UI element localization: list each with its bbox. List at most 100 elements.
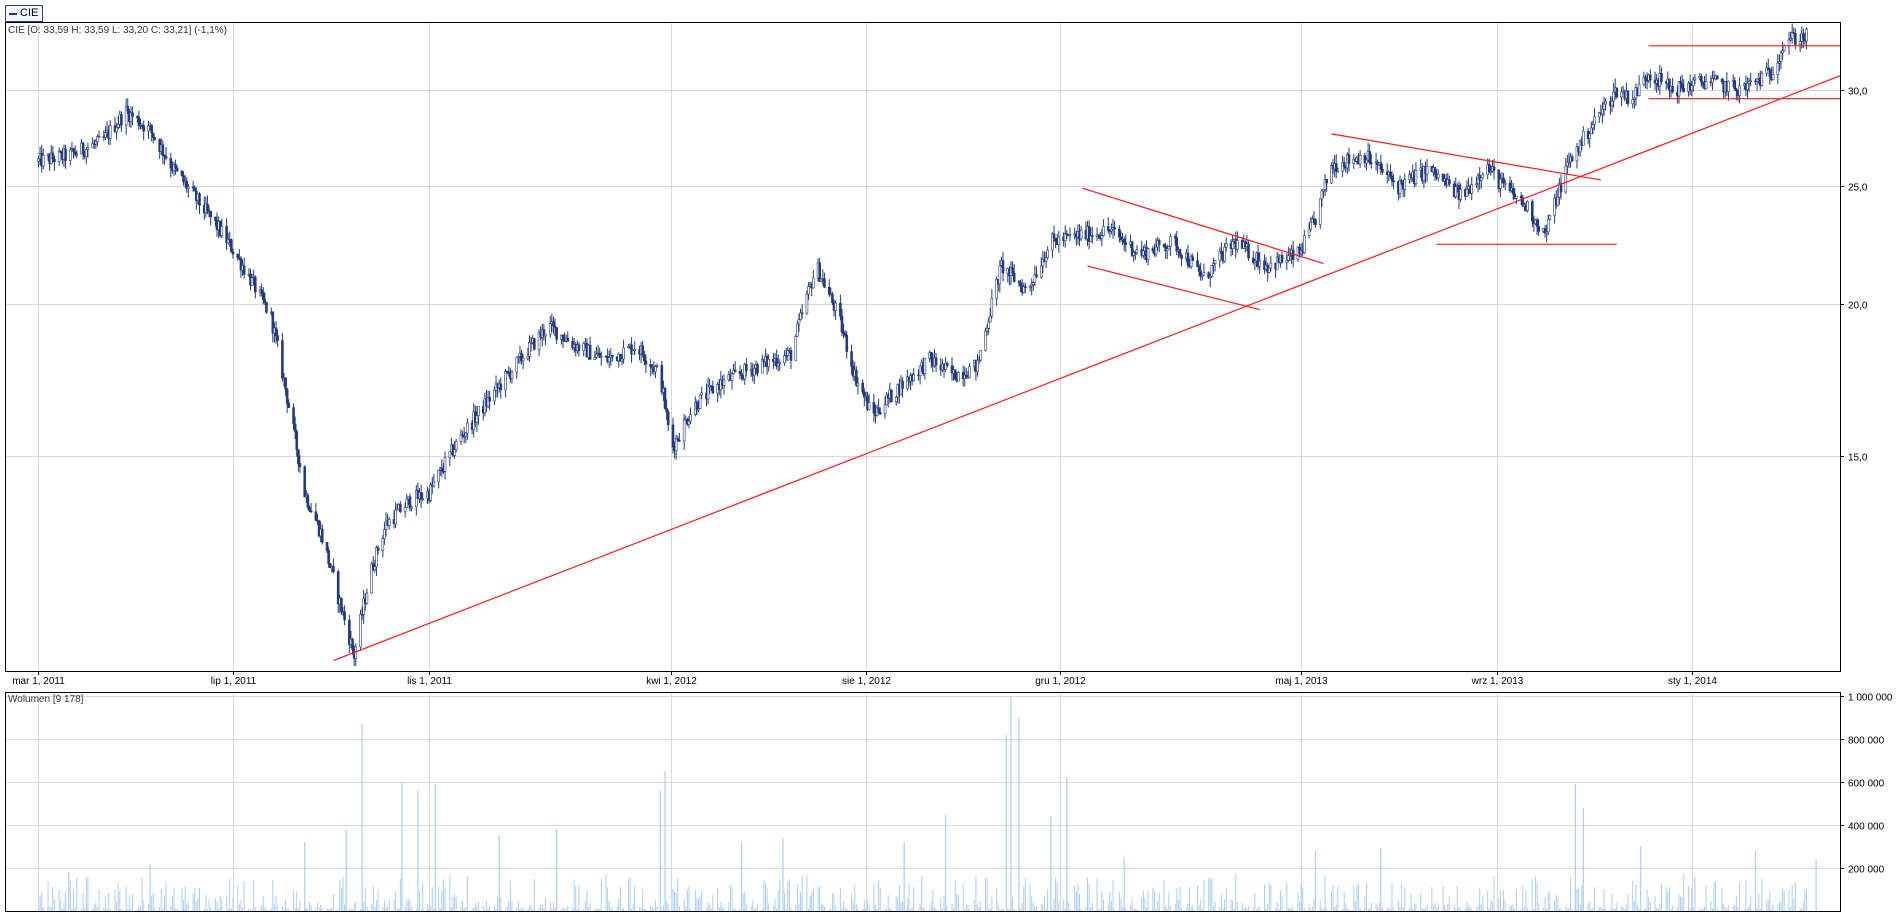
candle-body [799,312,802,320]
candle-body [1692,79,1695,87]
price-pane-frame [5,22,1841,672]
candle-body [1224,243,1228,248]
candle-body [797,319,801,325]
candle-body [443,457,447,472]
candle-body [1511,187,1515,195]
candle-body [1521,197,1525,207]
legend[interactable]: CIE [5,5,44,22]
candle-body [1680,83,1684,89]
candle-body [1057,236,1061,246]
candle-body [1314,219,1317,225]
candle-body [1011,267,1014,274]
candle-body [776,362,780,367]
candle-body [1601,108,1604,115]
candle-body [794,336,798,361]
candle-body [142,125,146,132]
candle-body [1735,88,1738,92]
candle-body [630,344,633,355]
candle-body [175,167,179,172]
legend-line-icon [9,12,17,15]
candle-body [1602,103,1606,110]
candle-body [807,286,810,295]
candle-body [1531,201,1534,222]
candle-body [1701,81,1705,85]
candle-body [1526,201,1529,212]
candle-body [1113,227,1116,230]
candle-body [663,388,667,409]
candle-body [566,337,570,342]
candle-body [1079,229,1083,240]
candle-body [877,407,880,413]
candle-body [1553,197,1556,216]
candle-body [1303,235,1306,253]
candle-body [488,397,491,402]
volume-bars [37,696,1817,911]
candle-body [1604,101,1607,105]
candle-body [674,438,678,452]
candle-body [504,371,507,391]
candle-body [187,186,190,189]
candle-body [1782,45,1786,52]
candle-body [1593,116,1596,125]
candle-body [250,277,254,286]
candle-body [1711,77,1714,83]
candle-body [295,431,299,450]
candle-body [965,374,968,378]
candle-body [453,449,456,456]
candle-body [53,158,56,163]
candle-body [1479,177,1483,181]
candle-body [340,597,343,612]
candle-body [69,149,72,161]
candle-body [1146,248,1150,260]
candle-body [521,358,525,362]
candle-body [1180,254,1183,259]
candle-body [137,116,141,127]
candle-body [1363,155,1367,164]
candle-body [1247,243,1250,259]
candle-body [697,408,700,411]
candle-body [976,359,979,372]
candle-body [1207,272,1210,279]
candle-body [348,619,351,645]
candle-body [1755,78,1759,82]
candle-body [945,362,949,366]
candle-body [666,411,670,426]
volume-tick-label: 200 000 [1848,865,1885,876]
candle-body [1285,260,1289,263]
candle-body [419,492,423,500]
candle-body [448,451,452,458]
candle-body [823,278,826,288]
candle-body [1365,159,1368,164]
candle-body [161,144,165,156]
candle-body [1358,155,1362,165]
candle-body [644,360,648,365]
candle-body [1323,179,1327,190]
candle-body [1044,257,1048,262]
candle-body [878,412,882,415]
candle-body [260,289,263,293]
candle-body [395,508,399,511]
candle-body [126,105,130,112]
candle-body [1794,33,1797,45]
candle-body [1157,240,1161,245]
candle-body [1322,189,1325,192]
candle-body [1186,252,1190,266]
candle-body [1197,266,1201,272]
candle-body [1208,276,1212,279]
candle-body [185,180,189,189]
candle-body [1267,267,1271,273]
candle-body [1220,250,1223,254]
candle-body [394,509,397,524]
candle-body [1567,161,1571,164]
candle-body [1288,254,1292,257]
candle-body [1668,78,1671,91]
candle-body [1515,195,1518,199]
volume-pane-frame [5,692,1841,912]
candle-body [1379,162,1383,170]
candle-body [1162,244,1166,247]
candle-body [1644,76,1647,81]
candle-body [1024,286,1027,288]
candle-body [1790,32,1794,39]
candle-body [665,408,668,413]
trendline [1331,133,1601,181]
